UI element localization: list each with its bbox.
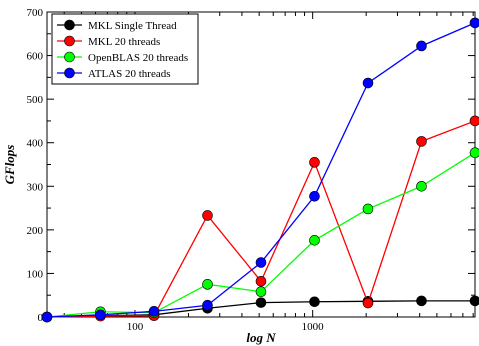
series-group [41, 17, 479, 323]
series-point [95, 309, 106, 321]
series-point [202, 299, 213, 311]
legend-marker [64, 35, 75, 47]
legend-marker [64, 19, 75, 31]
series-point [41, 311, 53, 323]
series-point [148, 306, 160, 317]
legend-label: MKL 20 threads [88, 36, 160, 48]
y-tick-label: 100 [27, 268, 44, 280]
series-point [202, 279, 213, 290]
series-point [255, 257, 267, 268]
legend-box [51, 13, 199, 85]
series-point [255, 297, 267, 308]
series-point [362, 203, 374, 215]
series-point [309, 191, 320, 202]
series-point [416, 136, 427, 147]
y-tick-label: 700 [27, 7, 44, 19]
x-axis-title: log N [246, 330, 276, 345]
legend-label: MKL Single Thread [88, 20, 177, 32]
series-point [255, 275, 267, 287]
series-point [255, 286, 267, 298]
y-tick-label: 600 [27, 51, 44, 63]
series-point [469, 147, 479, 159]
x-tick-label: 1000 [302, 321, 325, 333]
series-point [309, 235, 320, 246]
y-tick-label: 500 [27, 94, 44, 106]
series-point [469, 115, 479, 127]
legend-marker [64, 67, 75, 79]
series-point [416, 295, 427, 307]
series-point [309, 296, 320, 308]
y-tick-label: 0 [38, 312, 44, 324]
series-point [416, 40, 427, 52]
x-tick-label: 100 [127, 321, 144, 333]
series-point [362, 297, 374, 309]
y-tick-label: 200 [27, 225, 44, 237]
legend-marker [64, 51, 75, 63]
y-axis-title: GFlops [2, 145, 17, 185]
series-point [202, 210, 213, 221]
legend-label: OpenBLAS 20 threads [88, 52, 188, 64]
series-point [469, 17, 479, 29]
y-tick-label: 400 [27, 138, 44, 150]
series-point [469, 295, 479, 307]
series-point [309, 157, 320, 168]
legend: MKL Single Thread MKL 20 threads OpenBLAS … [51, 13, 199, 85]
legend-label: ATLAS 20 threads [88, 68, 171, 80]
series-point [416, 180, 427, 192]
y-tick-label: 300 [27, 181, 44, 193]
series-point [362, 77, 374, 89]
